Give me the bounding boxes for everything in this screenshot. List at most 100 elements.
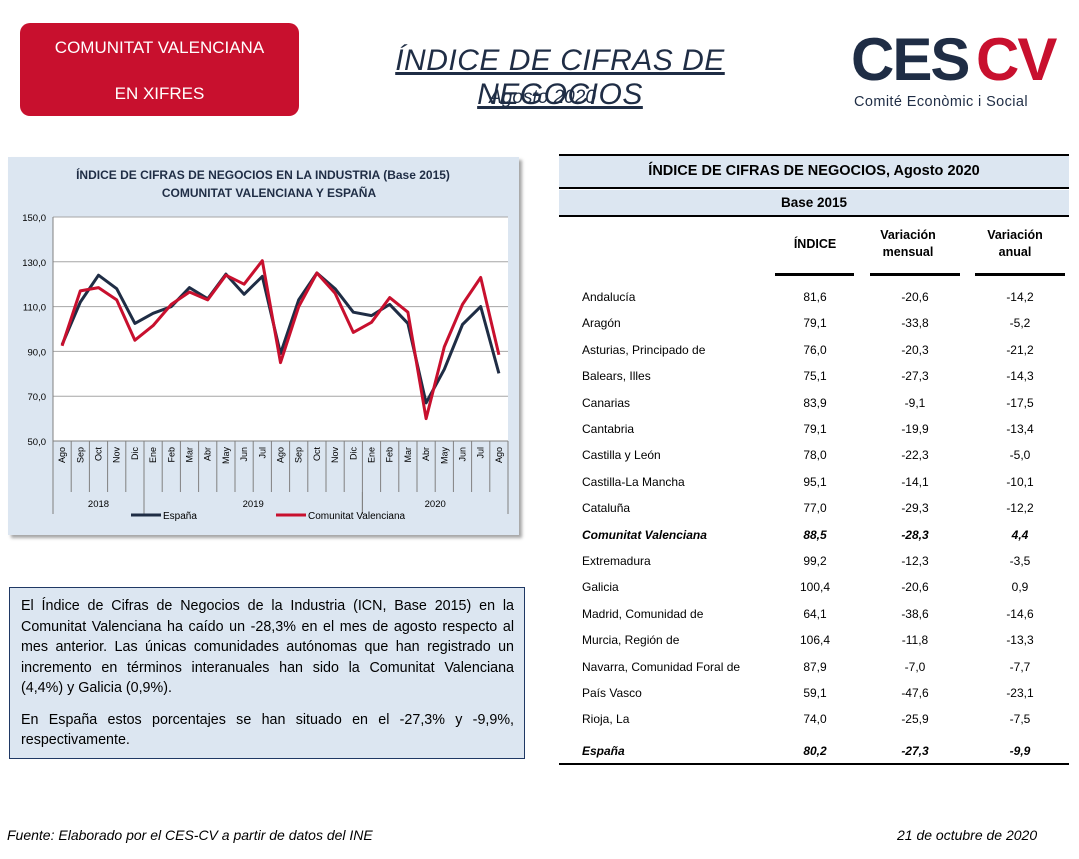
cell-indice: 75,1 <box>803 369 827 384</box>
table-row: País Vasco 59,1 -47,6 -23,1 <box>559 686 1069 706</box>
row-name: Cantabria <box>582 422 635 436</box>
x-tick-label: Dic <box>348 447 358 460</box>
row-name: Asturias, Principado de <box>582 342 706 357</box>
x-tick-label: Sep <box>75 447 85 463</box>
row-name: Castilla y León <box>582 448 661 463</box>
source-note: Fuente: Elaborado por el CES-CV a partir… <box>7 827 373 843</box>
cell-anual: -12,2 <box>1006 501 1034 516</box>
table-row: Extremadura 99,2 -12,3 -3,5 <box>559 554 1069 574</box>
cell-indice: 88,5 <box>803 527 827 542</box>
line-chart: ÍNDICE DE CIFRAS DE NEGOCIOS EN LA INDUS… <box>22 167 509 522</box>
table-row: Comunitat Valenciana 88,5 -28,3 4,4 <box>559 528 1069 548</box>
cell-mensual: -14,1 <box>901 474 929 489</box>
x-tick-label: Sep <box>294 447 304 463</box>
x-tick-label: Ago <box>57 447 67 463</box>
cell-indice: 64,1 <box>803 606 827 621</box>
x-tick-label: Jul <box>476 447 486 459</box>
chart-subtitle: COMUNITAT VALENCIANA Y ESPAÑA <box>162 185 377 200</box>
row-name: Aragón <box>582 316 621 331</box>
chart-title: ÍNDICE DE CIFRAS DE NEGOCIOS EN LA INDUS… <box>76 167 450 182</box>
data-table: ÍNDICE DE CIFRAS DE NEGOCIOS, Agosto 202… <box>559 154 1069 765</box>
table-row: Madrid, Comunidad de 64,1 -38,6 -14,6 <box>559 607 1069 627</box>
table-row: Murcia, Región de 106,4 -11,8 -13,3 <box>559 633 1069 653</box>
table-row: Cantabria 79,1 -19,9 -13,4 <box>559 422 1069 442</box>
cell-mensual: -38,6 <box>901 606 929 621</box>
commentary-paragraph-2: En España estos porcentajes se han situa… <box>21 711 514 749</box>
cell-indice: 99,2 <box>803 554 827 568</box>
year-label: 2019 <box>243 499 264 510</box>
cescv-logo: CES CV Comité Econòmic i Social <box>851 30 1066 118</box>
table-title: ÍNDICE DE CIFRAS DE NEGOCIOS, Agosto 202… <box>559 154 1069 189</box>
row-name: Extremadura <box>582 554 651 568</box>
cell-anual: -10,1 <box>1006 474 1034 489</box>
commentary-paragraph-1: El Índice de Cifras de Negocios de la In… <box>21 598 514 696</box>
cell-mensual: -33,8 <box>901 316 929 331</box>
row-name: País Vasco <box>582 686 642 700</box>
table-row: Galicia 100,4 -20,6 0,9 <box>559 580 1069 600</box>
x-tick-label: May <box>221 447 231 465</box>
x-tick-label: Feb <box>385 447 395 463</box>
cell-indice: 76,0 <box>803 342 827 357</box>
legend-label: España <box>163 511 197 522</box>
cell-anual: -5,0 <box>1009 448 1031 463</box>
x-tick-label: Mar <box>403 447 413 463</box>
x-tick-label: Feb <box>166 447 176 463</box>
col-header-mensual: Variación mensual <box>880 228 936 259</box>
row-name: Comunitat Valenciana <box>582 527 707 542</box>
row-name: Navarra, Comunidad Foral de <box>582 659 741 674</box>
cell-indice: 83,9 <box>803 395 827 410</box>
table-row: Aragón 79,1 -33,8 -5,2 <box>559 316 1069 336</box>
table-row: Cataluña 77,0 -29,3 -12,2 <box>559 501 1069 521</box>
y-tick-label: 130,0 <box>22 258 46 269</box>
cell-mensual: -20,6 <box>901 290 929 304</box>
x-tick-label: Ene <box>367 447 377 463</box>
x-tick-label: Jun <box>239 447 249 462</box>
col-underline-mensual <box>870 273 960 276</box>
cell-mensual: -27,3 <box>901 369 929 384</box>
row-name: Rioja, La <box>582 712 630 727</box>
page-subtitle: Agosto 2020 <box>489 87 596 108</box>
cell-mensual: -19,9 <box>901 422 929 436</box>
cell-anual: -21,2 <box>1006 342 1034 357</box>
x-tick-label: Nov <box>112 447 122 464</box>
cell-anual: -14,6 <box>1006 606 1034 621</box>
table-base: Base 2015 <box>559 190 1069 217</box>
cell-indice: 81,6 <box>803 290 827 304</box>
cell-anual: -13,3 <box>1006 633 1034 648</box>
cell-anual: -14,3 <box>1006 369 1034 384</box>
table-row: Castilla y León 78,0 -22,3 -5,0 <box>559 448 1069 468</box>
table-bottom-rule <box>559 763 1069 765</box>
chart-panel: ÍNDICE DE CIFRAS DE NEGOCIOS EN LA INDUS… <box>8 157 519 535</box>
cell-indice: 79,1 <box>803 316 827 331</box>
x-tick-label: Nov <box>330 447 340 464</box>
table-row: Rioja, La 74,0 -25,9 -7,5 <box>559 712 1069 732</box>
cell-anual: -9,9 <box>1009 743 1031 758</box>
page-title: ÍNDICE DE CIFRAS DE NEGOCIOS <box>395 44 725 111</box>
x-tick-label: Ene <box>148 447 158 463</box>
cell-indice: 95,1 <box>803 474 827 489</box>
x-tick-label: Oct <box>312 447 322 462</box>
row-name: Andalucía <box>582 290 636 304</box>
table-row: Castilla-La Mancha 95,1 -14,1 -10,1 <box>559 475 1069 495</box>
y-tick-label: 90,0 <box>28 347 47 358</box>
row-name: Galicia <box>582 580 619 595</box>
row-name: Madrid, Comunidad de <box>582 606 704 621</box>
cell-mensual: -28,3 <box>901 527 929 542</box>
row-name: Cataluña <box>582 501 631 516</box>
row-name: Castilla-La Mancha <box>582 474 685 489</box>
row-name: Canarias <box>582 395 631 410</box>
table-row: Asturias, Principado de 76,0 -20,3 -21,2 <box>559 343 1069 363</box>
y-tick-label: 110,0 <box>23 303 46 314</box>
x-tick-label: May <box>439 447 449 465</box>
badge-line-2: EN XIFRES <box>114 84 205 103</box>
cell-anual: -14,2 <box>1006 290 1034 304</box>
table-row: Balears, Illes 75,1 -27,3 -14,3 <box>559 369 1069 389</box>
table-row: Andalucía 81,6 -20,6 -14,2 <box>559 290 1069 310</box>
cell-mensual: -25,9 <box>901 712 929 727</box>
cell-anual: -13,4 <box>1006 422 1034 436</box>
row-name: España <box>582 743 625 758</box>
x-tick-label: Oct <box>94 447 104 462</box>
cell-mensual: -22,3 <box>901 448 929 463</box>
y-tick-label: 50,0 <box>28 437 47 448</box>
cell-mensual: -47,6 <box>901 686 929 700</box>
